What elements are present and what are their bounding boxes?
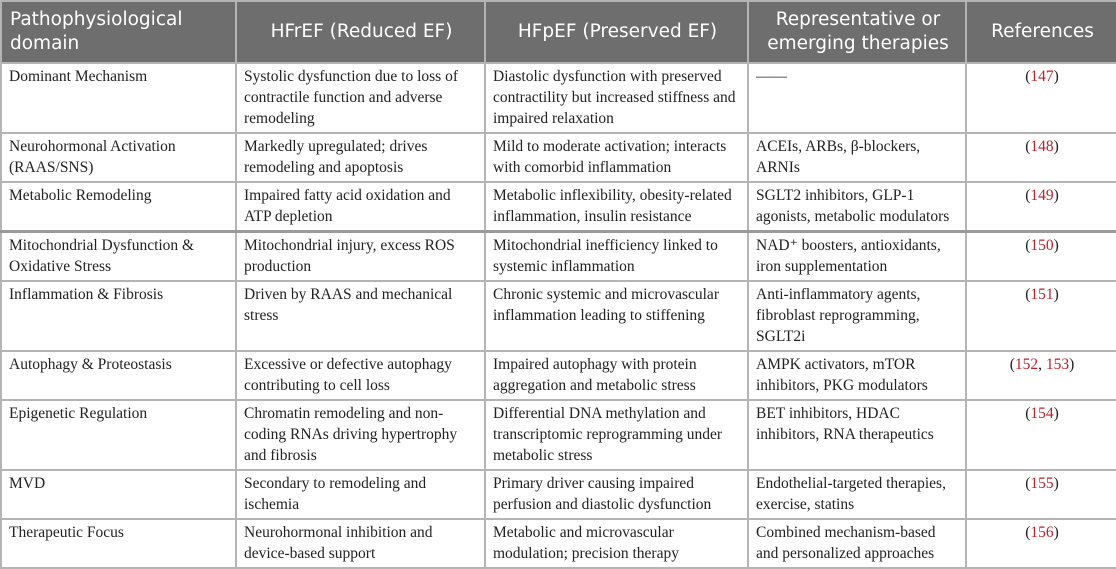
header-domain: Pathophysiological domain <box>0 0 237 64</box>
cell-domain: Epigenetic Regulation <box>0 399 237 471</box>
cell-therapies: ACEIs, ARBs, β-blockers, ARNIs <box>747 132 967 183</box>
table-row: Inflammation & Fibrosis Driven by RAAS an… <box>0 280 1116 352</box>
cell-hfref: Mitochondrial injury, excess ROS product… <box>235 230 486 282</box>
header-therapies: Representative or emerging therapies <box>747 0 967 64</box>
cell-domain: Metabolic Remodeling <box>0 181 237 233</box>
cell-domain: MVD <box>0 469 237 520</box>
table-row: Epigenetic Regulation Chromatin remodelin… <box>0 399 1116 471</box>
cell-references: (148) <box>965 132 1116 183</box>
table-row: Neurohormonal Activation (RAAS/SNS) Marke… <box>0 132 1116 183</box>
cell-references: (147) <box>965 62 1116 134</box>
cell-references: (149) <box>965 181 1116 233</box>
cell-hfref: Excessive or defective autophagy contrib… <box>235 350 486 401</box>
reference-link[interactable]: 150 <box>1030 237 1054 254</box>
cell-domain: Therapeutic Focus <box>0 518 237 569</box>
cell-hfpef: Mild to moderate activation; interacts w… <box>484 132 749 183</box>
cell-references: (155) <box>965 469 1116 520</box>
cell-therapies: Anti-inflammatory agents, fibroblast rep… <box>747 280 967 352</box>
reference-link[interactable]: 151 <box>1030 286 1054 303</box>
cell-hfref: Impaired fatty acid oxidation and ATP de… <box>235 181 486 233</box>
reference-link[interactable]: 156 <box>1030 524 1054 541</box>
reference-link[interactable]: 152 <box>1014 356 1039 373</box>
header-references: References <box>965 0 1116 64</box>
cell-hfref: Driven by RAAS and mechanical stress <box>235 280 486 352</box>
header-row: Pathophysiological domain HFrEF (Reduced… <box>0 0 1116 64</box>
cell-references: (151) <box>965 280 1116 352</box>
cell-therapies: —— <box>747 62 967 134</box>
table-row: Autophagy & Proteostasis Excessive or def… <box>0 350 1116 401</box>
cell-domain: Autophagy & Proteostasis <box>0 350 237 401</box>
reference-link[interactable]: 149 <box>1030 187 1054 204</box>
cell-references: (150) <box>965 230 1116 282</box>
cell-hfpef: Diastolic dysfunction with preserved con… <box>484 62 749 134</box>
cell-therapies: AMPK activators, mTOR inhibitors, PKG mo… <box>747 350 967 401</box>
cell-hfref: Secondary to remodeling and ischemia <box>235 469 486 520</box>
cell-hfref: Markedly upregulated; drives remodeling … <box>235 132 486 183</box>
table-row: Mitochondrial Dysfunction & Oxidative St… <box>0 230 1116 282</box>
reference-link[interactable]: 148 <box>1030 138 1054 155</box>
header-hfref: HFrEF (Reduced EF) <box>235 0 486 64</box>
cell-hfpef: Impaired autophagy with protein aggregat… <box>484 350 749 401</box>
cell-hfref: Chromatin remodeling and non-coding RNAs… <box>235 399 486 471</box>
cell-references: (154) <box>965 399 1116 471</box>
table-row: Metabolic Remodeling Impaired fatty acid … <box>0 181 1116 233</box>
cell-hfpef: Differential DNA methylation and transcr… <box>484 399 749 471</box>
cell-references: (152, 153) <box>965 350 1116 401</box>
header-hfpef: HFpEF (Preserved EF) <box>484 0 749 64</box>
cell-therapies: Combined mechanism-based and personalize… <box>747 518 967 569</box>
cell-hfref: Neurohormonal inhibition and device-base… <box>235 518 486 569</box>
cell-domain: Dominant Mechanism <box>0 62 237 134</box>
cell-therapies: BET inhibitors, HDAC inhibitors, RNA the… <box>747 399 967 471</box>
cell-therapies: SGLT2 inhibitors, GLP-1 agonists, metabo… <box>747 181 967 233</box>
cell-hfpef: Metabolic inflexibility, obesity-related… <box>484 181 749 233</box>
table-row: Therapeutic Focus Neurohormonal inhibitio… <box>0 518 1116 569</box>
cell-therapies: Endothelial-targeted therapies, exercise… <box>747 469 967 520</box>
cell-hfpef: Primary driver causing impaired perfusio… <box>484 469 749 520</box>
cell-hfpef: Metabolic and microvascular modulation; … <box>484 518 749 569</box>
table-row: MVD Secondary to remodeling and ischemia P… <box>0 469 1116 520</box>
cell-hfref: Systolic dysfunction due to loss of cont… <box>235 62 486 134</box>
reference-link[interactable]: 154 <box>1030 405 1054 422</box>
reference-link[interactable]: 153 <box>1045 356 1070 373</box>
cell-references: (156) <box>965 518 1116 569</box>
cell-hfpef: Mitochondrial inefficiency linked to sys… <box>484 230 749 282</box>
cell-domain: Neurohormonal Activation (RAAS/SNS) <box>0 132 237 183</box>
reference-link[interactable]: 147 <box>1030 68 1054 85</box>
cell-domain: Inflammation & Fibrosis <box>0 280 237 352</box>
cell-therapies: NAD⁺ boosters, antioxidants, iron supple… <box>747 230 967 282</box>
cell-domain: Mitochondrial Dysfunction & Oxidative St… <box>0 230 237 282</box>
table-row: Dominant Mechanism Systolic dysfunction d… <box>0 62 1116 134</box>
reference-link[interactable]: 155 <box>1030 475 1054 492</box>
cell-hfpef: Chronic systemic and microvascular infla… <box>484 280 749 352</box>
